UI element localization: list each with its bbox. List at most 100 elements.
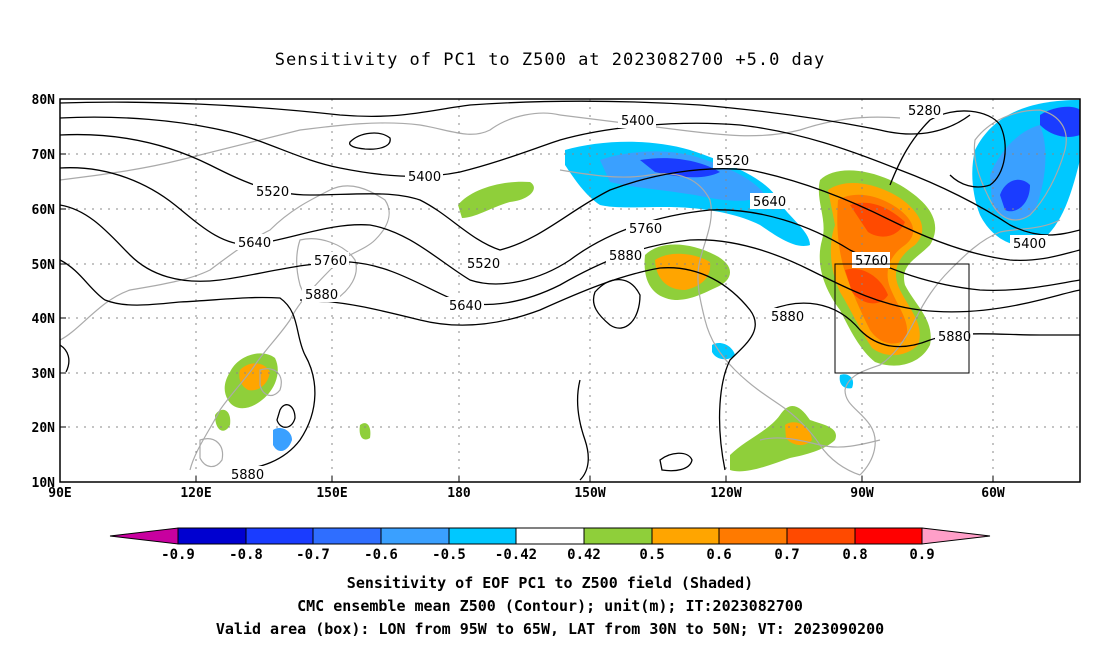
latitude-labels: 80N 70N 60N 50N 40N 30N 20N 10N <box>32 93 56 491</box>
contour-label: 5640 <box>449 299 482 314</box>
shade-orange-pnw <box>655 253 711 290</box>
colorbar-swatch <box>177 527 247 545</box>
contour-label: 5760 <box>314 254 347 269</box>
colorbar-label: -0.42 <box>495 547 537 563</box>
contour-label: 5760 <box>855 254 888 269</box>
lat-label: 10N <box>32 476 56 491</box>
contour-labels: 5280 5400 5400 5400 5520 5520 5520 5640 … <box>228 102 1048 482</box>
contour-label: 5760 <box>629 222 662 237</box>
lon-label: 90E <box>48 486 71 501</box>
colorbar-swatch <box>786 527 856 545</box>
colorbar-end-low <box>109 527 179 545</box>
colorbar-swatch <box>515 527 585 545</box>
lon-label: 150W <box>574 486 605 501</box>
colorbar-swatch <box>651 527 720 545</box>
coast-greenland <box>973 109 1067 221</box>
lat-label: 50N <box>32 258 56 273</box>
coast-taiwan <box>259 368 282 397</box>
colorbar-swatch <box>583 527 653 545</box>
colorbar-label: -0.7 <box>296 547 330 563</box>
contour-label: 5880 <box>305 288 338 303</box>
contour-label: 5640 <box>238 236 271 251</box>
contour-5880-small <box>659 452 693 472</box>
lon-label: 120E <box>180 486 211 501</box>
caption-line-2: CMC ensemble mean Z500 (Contour); unit(m… <box>297 597 803 615</box>
axis-ticks <box>60 98 994 483</box>
contour-label: 5880 <box>771 310 804 325</box>
lat-label: 20N <box>32 421 56 436</box>
colorbar-labels: -0.9 -0.8 -0.7 -0.6 -0.5 -0.42 0.42 0.5 … <box>161 547 935 563</box>
contour-label: 5400 <box>621 114 654 129</box>
colorbar: -0.9 -0.8 -0.7 -0.6 -0.5 -0.42 0.42 0.5 … <box>109 527 991 563</box>
colorbar-label: 0.5 <box>639 547 664 563</box>
coast-philippines <box>199 438 224 468</box>
contour-5280 <box>889 110 1006 188</box>
contour-label: 5280 <box>908 104 941 119</box>
colorbar-swatch <box>448 527 517 545</box>
lat-label: 40N <box>32 312 56 327</box>
shade-green-spot-1 <box>215 409 231 431</box>
lon-label: 180 <box>447 486 471 501</box>
lon-label: 150E <box>316 486 347 501</box>
contour-5520 <box>60 133 1080 261</box>
contour-label: 5520 <box>716 154 749 169</box>
colorbar-swatch <box>380 527 450 545</box>
shade-orange-ecs <box>239 363 270 391</box>
colorbar-swatch <box>718 527 788 545</box>
contour-5880-tail <box>576 379 589 481</box>
contour-5760 <box>60 204 1080 313</box>
contour-5160-a <box>60 100 971 135</box>
contour-5400 <box>60 116 1080 236</box>
shade-red-na-north <box>850 202 905 237</box>
colorbar-label: 0.42 <box>567 547 601 563</box>
lat-label: 70N <box>32 148 56 163</box>
contour-5640 <box>60 167 1080 291</box>
colorbar-label: 0.6 <box>706 547 731 563</box>
contour-label: 5400 <box>1013 237 1046 252</box>
valid-area-box <box>834 263 970 374</box>
lon-label: 60W <box>981 486 1005 501</box>
coast-na-west <box>559 169 861 476</box>
shade-blue-canada-peak <box>640 158 720 178</box>
colorbar-label: 0.7 <box>774 547 799 563</box>
colorbar-swatch <box>245 527 314 545</box>
shade-blue-spot-1 <box>712 343 735 360</box>
contour-label: 5880 <box>609 249 642 264</box>
sensitivity-shading <box>215 100 1080 472</box>
contour-label: 5520 <box>467 257 500 272</box>
shade-red-na-south <box>845 268 888 304</box>
contour-5880-mid <box>299 267 756 471</box>
contour-label: 5400 <box>408 170 441 185</box>
contour-closed-low <box>349 132 391 150</box>
caption-line-3: Valid area (box): LON from 95W to 65W, L… <box>215 620 885 638</box>
chart-title: Sensitivity of PC1 to Z500 at 2023082700… <box>274 50 826 70</box>
z500-contours <box>60 100 1080 481</box>
coast-siberia <box>60 112 561 181</box>
colorbar-label: 0.9 <box>909 547 934 563</box>
colorbar-label: -0.5 <box>432 547 466 563</box>
contour-5880-typhoon <box>276 404 296 428</box>
lat-label: 60N <box>32 203 56 218</box>
colorbar-label: 0.8 <box>842 547 867 563</box>
longitude-labels: 90E 120E 150E 180 150W 120W 90W 60W <box>48 486 1005 501</box>
coast-asia-east <box>60 185 390 471</box>
colorbar-swatch <box>854 527 923 545</box>
lat-label: 30N <box>32 367 56 382</box>
contour-label: 5640 <box>753 195 786 210</box>
contour-label: 5880 <box>938 330 971 345</box>
contour-5880-closed <box>592 279 641 329</box>
contour-5880-edge <box>60 344 70 373</box>
shade-blue-greenland-peak <box>1000 179 1030 212</box>
colorbar-label: -0.6 <box>364 547 398 563</box>
shade-blue-spot-2 <box>839 374 854 389</box>
contour-5880-west <box>60 259 316 471</box>
shade-blue-spot-3 <box>273 428 292 452</box>
lon-label: 120W <box>710 486 741 501</box>
colorbar-label: -0.8 <box>229 547 263 563</box>
contour-label: 5520 <box>256 185 289 200</box>
shade-green-spot-2 <box>359 423 371 440</box>
contour-5880-east <box>769 302 1080 348</box>
colorbar-label: -0.9 <box>161 547 195 563</box>
caption-line-1: Sensitivity of EOF PC1 to Z500 field (Sh… <box>346 574 754 592</box>
